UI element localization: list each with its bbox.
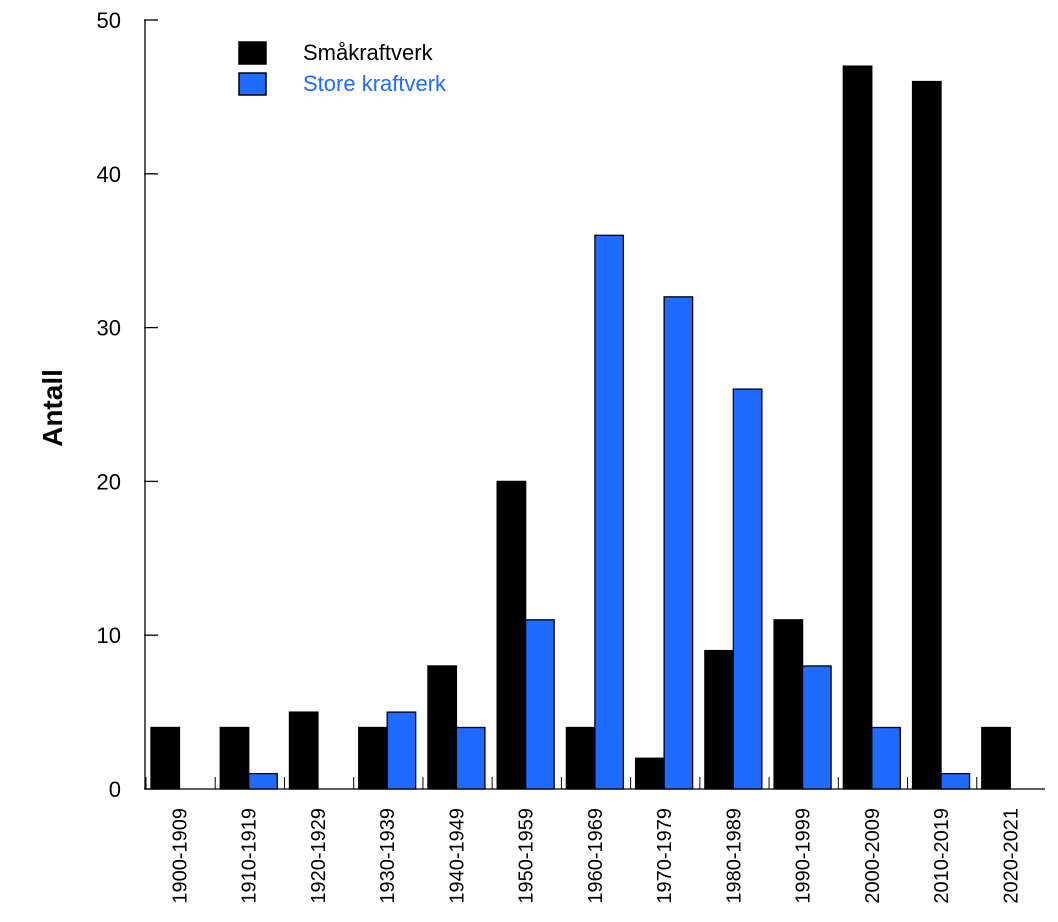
x-tick-label: 1960-1969 (585, 808, 607, 904)
bar-store-kraftverk (248, 772, 278, 790)
x-tick-label: 1970-1979 (654, 808, 676, 904)
x-tick-label: 2020-2021 (1000, 808, 1022, 904)
y-tick-label: 20 (97, 469, 121, 494)
bar-smakraftverk (773, 619, 804, 790)
bar-store-kraftverk (801, 665, 832, 790)
x-tick-labels: 1900-1909 1910-1919 1920-1929 1930-1939 1940… (170, 808, 1023, 904)
bar-smakraftverk (704, 649, 734, 790)
legend: Småkraftverk Store kraftverk (238, 40, 447, 96)
bar-smakraftverk (496, 480, 527, 790)
legend-swatch-smakraftverk (238, 41, 267, 65)
bar-store-kraftverk (940, 772, 971, 790)
x-tick-label: 1900-1909 (170, 808, 192, 904)
bar-store-kraftverk (594, 234, 625, 790)
bar-store-kraftverk (732, 388, 763, 790)
bar-smakraftverk (842, 65, 873, 790)
y-tick-label: 0 (109, 777, 121, 802)
x-tick-label: 1940-1949 (446, 808, 468, 904)
x-tick-label: 1910-1919 (239, 808, 261, 904)
x-tick-label: 1950-1959 (516, 808, 538, 904)
bar-smakraftverk (358, 726, 388, 790)
bar-smakraftverk (634, 757, 665, 790)
bar-smakraftverk (565, 726, 596, 790)
y-axis-label: Antall (37, 369, 68, 447)
x-tick-label: 1920-1929 (308, 808, 330, 904)
bar-smakraftverk (427, 665, 458, 790)
bars (150, 65, 1011, 790)
bar-smakraftverk (981, 726, 1011, 790)
x-tick-label: 2000-2009 (862, 808, 884, 904)
x-tick-label: 1990-1999 (793, 808, 815, 904)
x-tick-label: 2010-2019 (931, 808, 953, 904)
legend-swatch-store-kraftverk (238, 72, 267, 96)
y-tick-label: 10 (97, 623, 121, 648)
y-tick-label: 40 (97, 162, 121, 187)
legend-label-store-kraftverk: Store kraftverk (303, 71, 447, 96)
y-tick-label: 30 (97, 316, 121, 341)
bar-store-kraftverk (386, 711, 417, 790)
bar-smakraftverk (219, 726, 250, 790)
legend-label-smakraftverk: Småkraftverk (303, 40, 434, 65)
bar-smakraftverk (911, 80, 942, 790)
bar-store-kraftverk (525, 619, 555, 790)
bar-store-kraftverk (455, 726, 486, 790)
x-tick-label: 1980-1989 (723, 808, 745, 904)
bar-store-kraftverk (663, 296, 694, 790)
bar-store-kraftverk (871, 726, 901, 790)
x-tick-label: 1930-1939 (377, 808, 399, 904)
axes: 0 10 20 30 40 50 (97, 8, 1045, 802)
bar-smakraftverk (288, 711, 319, 790)
y-tick-label: 50 (97, 8, 121, 33)
bar-smakraftverk (150, 726, 181, 790)
